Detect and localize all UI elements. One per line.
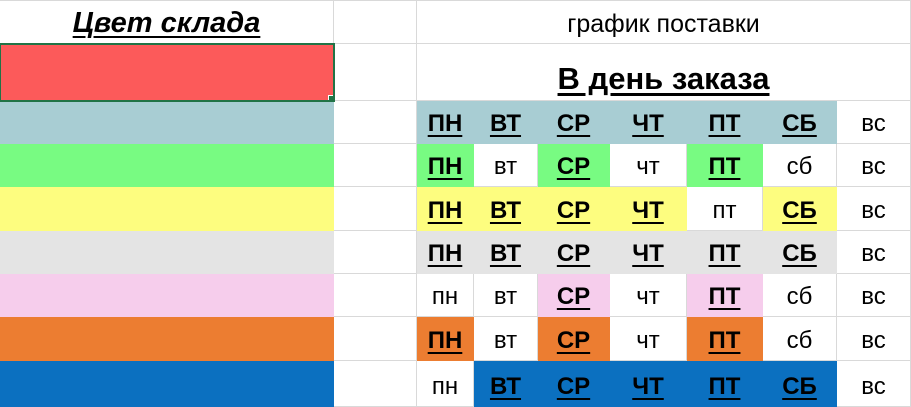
- day-cell-green-tue[interactable]: вт: [474, 144, 538, 187]
- day-cell-teal-sat[interactable]: СБ: [763, 101, 837, 144]
- warehouse-color-swatch-blue[interactable]: [0, 361, 334, 407]
- spacer-cell: [334, 187, 417, 231]
- day-cell-gray-sat[interactable]: СБ: [763, 231, 837, 274]
- day-cell-blue-tue[interactable]: ВТ: [474, 361, 538, 407]
- day-cell-teal-wed[interactable]: СР: [538, 101, 610, 144]
- warehouse-color-swatch-teal[interactable]: [0, 101, 334, 144]
- day-cell-blue-sat[interactable]: СБ: [763, 361, 837, 407]
- day-cell-orange-sat[interactable]: сб: [763, 317, 837, 361]
- day-cell-orange-thu[interactable]: чт: [610, 317, 687, 361]
- spacer-cell: [334, 317, 417, 361]
- day-cell-green-fri[interactable]: ПТ: [687, 144, 763, 187]
- day-cell-orange-mon[interactable]: ПН: [417, 317, 474, 361]
- day-cell-yellow-fri[interactable]: пт: [687, 187, 763, 231]
- day-cell-gray-wed[interactable]: СР: [538, 231, 610, 274]
- day-cell-green-sat[interactable]: сб: [763, 144, 837, 187]
- warehouse-color-header: Цвет склада: [0, 1, 334, 44]
- selection-fill-handle[interactable]: [328, 95, 333, 100]
- spacer-cell: [334, 231, 417, 274]
- day-cell-blue-mon[interactable]: пн: [417, 361, 474, 407]
- day-cell-yellow-mon[interactable]: ПН: [417, 187, 474, 231]
- day-cell-pink-sat[interactable]: сб: [763, 274, 837, 317]
- warehouse-color-swatch-green[interactable]: [0, 144, 334, 187]
- day-cell-gray-sun[interactable]: вс: [837, 231, 911, 274]
- day-cell-green-sun[interactable]: вс: [837, 144, 911, 187]
- day-cell-gray-mon[interactable]: ПН: [417, 231, 474, 274]
- spacer-cell: [334, 274, 417, 317]
- day-cell-blue-wed[interactable]: СР: [538, 361, 610, 407]
- day-cell-pink-wed[interactable]: СР: [538, 274, 610, 317]
- spacer-cell: [334, 144, 417, 187]
- day-cell-green-thu[interactable]: чт: [610, 144, 687, 187]
- day-cell-blue-sun[interactable]: вс: [837, 361, 911, 407]
- day-cell-green-wed[interactable]: СР: [538, 144, 610, 187]
- day-cell-orange-sun[interactable]: вс: [837, 317, 911, 361]
- day-cell-teal-tue[interactable]: ВТ: [474, 101, 538, 144]
- spacer-cell: [334, 44, 417, 101]
- warehouse-color-swatch-gray[interactable]: [0, 231, 334, 274]
- day-cell-pink-tue[interactable]: вт: [474, 274, 538, 317]
- spacer-cell: [334, 101, 417, 144]
- day-cell-teal-sun[interactable]: вс: [837, 101, 911, 144]
- day-cell-yellow-sat[interactable]: СБ: [763, 187, 837, 231]
- day-cell-yellow-wed[interactable]: СР: [538, 187, 610, 231]
- day-cell-pink-mon[interactable]: пн: [417, 274, 474, 317]
- day-cell-yellow-thu[interactable]: ЧТ: [610, 187, 687, 231]
- day-cell-blue-fri[interactable]: ПТ: [687, 361, 763, 407]
- day-cell-gray-fri[interactable]: ПТ: [687, 231, 763, 274]
- day-cell-green-mon[interactable]: ПН: [417, 144, 474, 187]
- same-day-label: В день заказа: [417, 44, 911, 101]
- day-cell-teal-mon[interactable]: ПН: [417, 101, 474, 144]
- day-cell-teal-thu[interactable]: ЧТ: [610, 101, 687, 144]
- day-cell-orange-wed[interactable]: СР: [538, 317, 610, 361]
- day-cell-gray-thu[interactable]: ЧТ: [610, 231, 687, 274]
- day-cell-orange-tue[interactable]: вт: [474, 317, 538, 361]
- day-cell-gray-tue[interactable]: ВТ: [474, 231, 538, 274]
- delivery-schedule-header: график поставки: [417, 1, 911, 44]
- warehouse-color-swatch-red[interactable]: [0, 43, 335, 102]
- day-cell-teal-fri[interactable]: ПТ: [687, 101, 763, 144]
- warehouse-color-swatch-yellow[interactable]: [0, 187, 334, 231]
- day-cell-orange-fri[interactable]: ПТ: [687, 317, 763, 361]
- spacer-cell: [334, 1, 417, 44]
- day-cell-pink-fri[interactable]: ПТ: [687, 274, 763, 317]
- day-cell-yellow-tue[interactable]: ВТ: [474, 187, 538, 231]
- spacer-cell: [334, 361, 417, 407]
- warehouse-color-swatch-orange[interactable]: [0, 317, 334, 361]
- day-cell-blue-thu[interactable]: ЧТ: [610, 361, 687, 407]
- day-cell-yellow-sun[interactable]: вс: [837, 187, 911, 231]
- day-cell-pink-thu[interactable]: чт: [610, 274, 687, 317]
- day-cell-pink-sun[interactable]: вс: [837, 274, 911, 317]
- warehouse-color-swatch-pink[interactable]: [0, 274, 334, 317]
